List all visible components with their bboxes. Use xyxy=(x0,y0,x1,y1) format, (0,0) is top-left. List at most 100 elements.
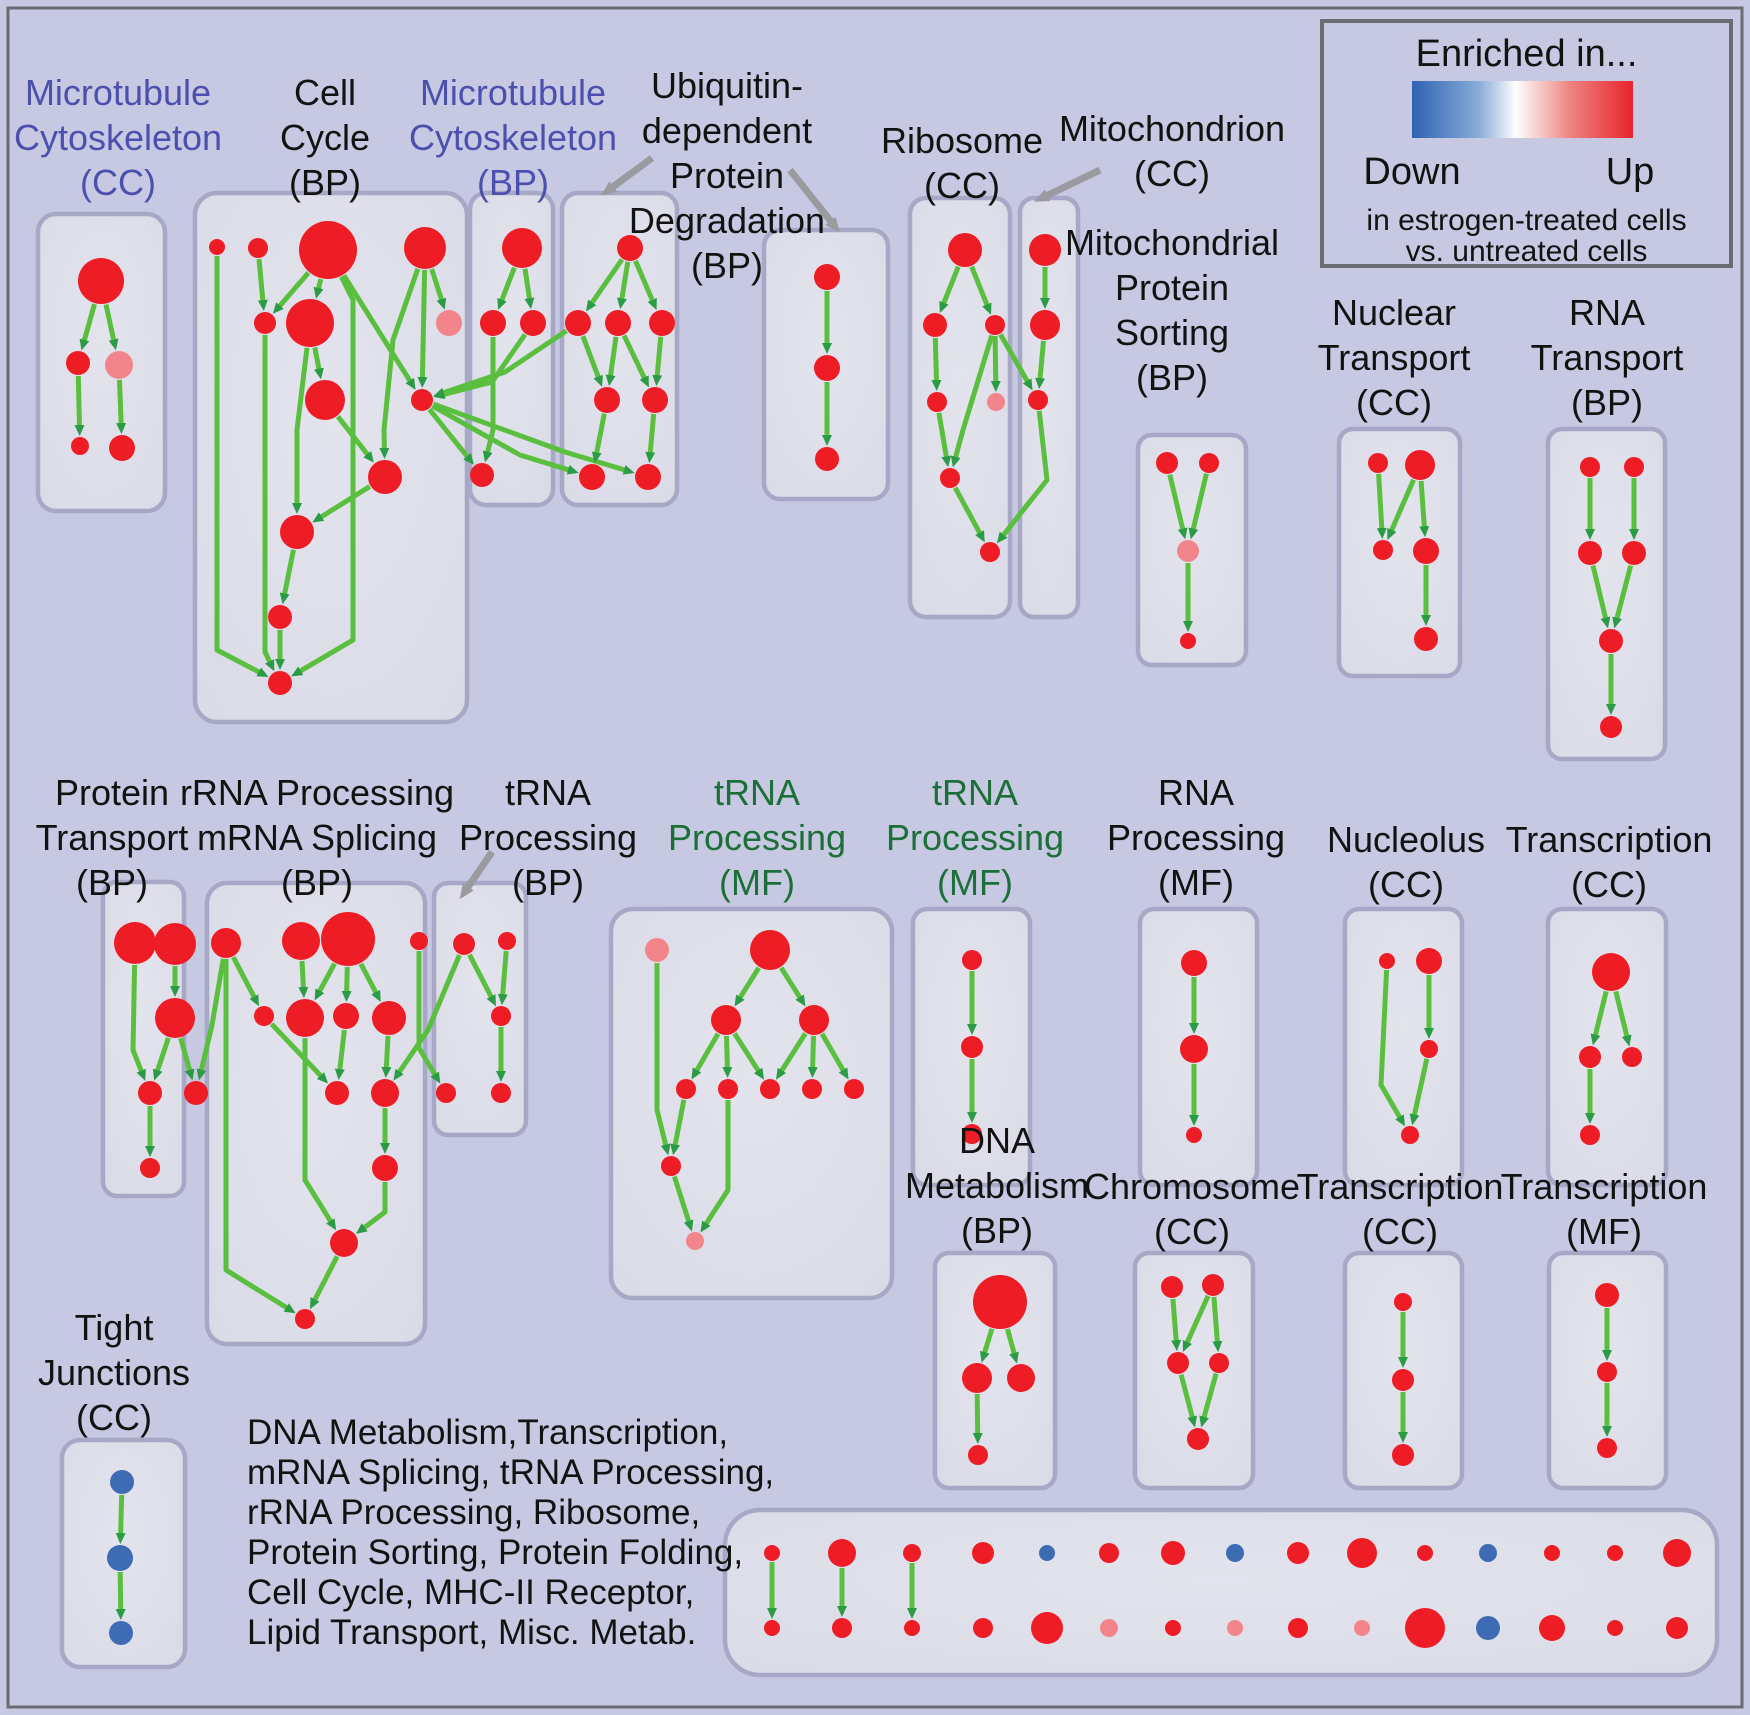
go-term-node-cc8 xyxy=(305,380,345,420)
edge-r3-r5 xyxy=(990,335,1001,392)
go-term-node-h3 xyxy=(1167,1352,1189,1374)
edge-mtcc1-mtcc2 xyxy=(79,303,97,351)
edge-h2-h3 xyxy=(1182,1294,1211,1353)
edge-t3-r7 xyxy=(996,410,1050,544)
go-term-node-f1 xyxy=(645,938,669,962)
go-term-node-v6 xyxy=(1600,716,1622,738)
go-term-node-cc11 xyxy=(280,515,314,549)
go-term-node-u7 xyxy=(579,464,605,490)
edge-n2-n3 xyxy=(1387,478,1416,540)
edge-f2-f4 xyxy=(779,966,806,1007)
go-term-node-x7 xyxy=(1165,1620,1181,1636)
edge-cc5-cc13 xyxy=(262,335,275,672)
edge-cc1-cc13 xyxy=(214,256,269,677)
edge-d1-d2 xyxy=(979,1328,995,1363)
group-box-chromosome xyxy=(1132,1250,1256,1491)
go-term-node-s3 xyxy=(1177,540,1199,562)
go-term-node-x11 xyxy=(1405,1608,1445,1648)
go-term-node-n1 xyxy=(1368,453,1388,473)
edge-cc6-cc11 xyxy=(292,347,310,514)
go-term-node-f9 xyxy=(844,1079,864,1099)
edge-d1-d3 xyxy=(1005,1328,1019,1364)
go-term-node-x14 xyxy=(1607,1620,1623,1636)
edge-s2-s3 xyxy=(1188,473,1209,540)
edge-p3-p4 xyxy=(152,1037,171,1081)
go-term-node-v1 xyxy=(1580,457,1600,477)
go-term-node-u2 xyxy=(565,310,591,336)
edge-a11-a12 xyxy=(355,1182,388,1234)
group-box-ubiquitin xyxy=(559,190,680,508)
edge-f3-f6 xyxy=(722,1035,733,1078)
go-term-node-u4 xyxy=(649,310,675,336)
go-term-node-m4 xyxy=(470,463,494,487)
edge-f4-f8 xyxy=(807,1035,818,1078)
go-term-node-h5 xyxy=(1187,1428,1209,1450)
edge-f4-f7 xyxy=(775,1032,808,1080)
edge-u3-u6 xyxy=(621,334,649,388)
go-term-node-tb5 xyxy=(491,1083,511,1103)
group-box-trna-mf-big xyxy=(608,906,895,1301)
edge-a1-a13 xyxy=(223,959,296,1314)
go-term-node-m2 xyxy=(480,310,506,336)
go-term-node-z4 xyxy=(1580,1125,1600,1145)
go-term-node-t3 xyxy=(1028,390,1048,410)
go-term-node-b11 xyxy=(1417,1545,1433,1561)
edge-z1-z3 xyxy=(1613,990,1632,1047)
go-term-node-w1 xyxy=(1595,1283,1619,1307)
go-term-node-x13 xyxy=(1539,1615,1565,1641)
go-term-node-ch3 xyxy=(815,447,839,471)
go-term-node-u6 xyxy=(642,387,668,413)
go-term-node-tb2 xyxy=(498,932,516,950)
go-term-node-x5 xyxy=(1031,1612,1063,1644)
go-term-node-g1 xyxy=(962,950,982,970)
go-term-node-x9 xyxy=(1288,1618,1308,1638)
edges-layer xyxy=(74,256,1639,1620)
edge-f4-f9 xyxy=(819,1032,849,1080)
go-term-node-h2 xyxy=(1202,1274,1224,1296)
edge-a3-a8 xyxy=(358,962,381,1002)
go-term-node-q3 xyxy=(1392,1444,1414,1466)
go-term-node-x6 xyxy=(1100,1619,1118,1637)
go-term-node-j1 xyxy=(110,1470,134,1494)
edge-j1-j2 xyxy=(115,1494,126,1544)
go-term-node-cc1 xyxy=(209,239,225,255)
go-term-node-mtcc4 xyxy=(71,437,89,455)
go-term-node-b15 xyxy=(1663,1539,1691,1567)
go-term-node-x4 xyxy=(973,1618,993,1638)
go-term-node-t1 xyxy=(1029,234,1061,266)
go-term-node-v4 xyxy=(1622,541,1646,565)
edge-u6-u8 xyxy=(645,413,657,464)
edge-cc4-cc9 xyxy=(417,269,428,388)
go-term-node-g3 xyxy=(962,1124,982,1144)
legend-title: Enriched in... xyxy=(1415,33,1638,75)
go-term-node-a4 xyxy=(410,932,428,950)
go-term-node-cc4 xyxy=(404,227,446,269)
go-term-node-cc7 xyxy=(436,310,462,336)
go-term-node-z3 xyxy=(1622,1047,1642,1067)
go-term-node-d2 xyxy=(962,1363,992,1393)
edge-cc9-u8 xyxy=(432,401,635,475)
annotation-arrows-layer xyxy=(459,155,1102,900)
edge-f5-f10 xyxy=(670,1099,687,1156)
edge-tb1-a10 xyxy=(393,954,462,1081)
legend-gradient-bar xyxy=(1412,81,1633,138)
edge-cc11-cc12 xyxy=(279,549,296,605)
go-term-node-tb4 xyxy=(436,1083,456,1103)
go-term-node-z2 xyxy=(1579,1046,1601,1068)
edge-u3-u5 xyxy=(605,336,619,387)
go-term-node-r4 xyxy=(927,392,947,412)
go-term-node-q1 xyxy=(1394,1293,1412,1311)
go-term-node-t2 xyxy=(1030,310,1060,340)
edge-u5-u7 xyxy=(591,413,607,464)
edge-f3-f7 xyxy=(732,1032,765,1080)
go-term-node-a12 xyxy=(330,1229,358,1257)
go-term-node-n2 xyxy=(1405,450,1435,480)
edge-a1-p5 xyxy=(196,958,226,1081)
group-box-microtubule-cc xyxy=(35,211,168,514)
go-term-node-cc9 xyxy=(411,389,433,411)
edge-u2-cc9 xyxy=(433,328,568,398)
go-term-node-b5 xyxy=(1039,1545,1055,1561)
edge-a3-a6 xyxy=(314,962,337,1001)
edge-cc10-cc11 xyxy=(312,484,372,523)
